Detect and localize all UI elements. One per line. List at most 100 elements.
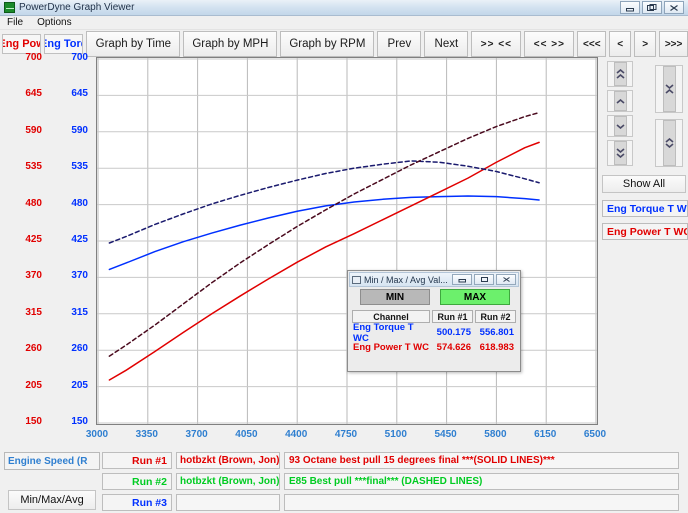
chart-series — [108, 111, 540, 381]
min-max-avg-button[interactable]: Min/Max/Avg — [8, 490, 96, 510]
menu-item-options[interactable]: Options — [37, 17, 72, 28]
step-right-button[interactable]: > — [634, 31, 657, 57]
axis-tick-label: 260 — [71, 343, 88, 355]
run1-name[interactable]: hotbzkt (Brown, Jon) — [176, 452, 280, 469]
jump-left-button[interactable]: <<< — [577, 31, 607, 57]
axis-tick-label: 590 — [25, 124, 42, 136]
axis-tick-label: 5800 — [484, 429, 507, 440]
axis-tick-label: 4050 — [235, 429, 258, 440]
restore-icon[interactable] — [642, 1, 662, 14]
close-icon[interactable] — [664, 1, 684, 14]
dialog-minimize-icon[interactable] — [452, 274, 472, 285]
run2-note[interactable]: E85 Best pull ***final*** (DASHED LINES) — [284, 473, 679, 490]
table-header-row: Channel Run #1 Run #2 — [352, 310, 518, 323]
scroll-up-single-button[interactable] — [607, 90, 633, 112]
run3-note[interactable] — [284, 494, 679, 511]
axis-tick-label: 6150 — [534, 429, 557, 440]
axis-tick-label: 150 — [71, 416, 88, 427]
graph-by-rpm-button[interactable]: Graph by RPM — [280, 31, 375, 57]
axis-tick-label: 425 — [25, 234, 42, 245]
jump-right-button[interactable]: >>> — [659, 31, 688, 57]
axis-tick-label: 5450 — [434, 429, 457, 440]
axis-tick-label: 480 — [71, 197, 88, 209]
bottom-panel: Engine Speed (R Min/Max/Avg Run #1 hotbz… — [0, 450, 688, 513]
dialog-titlebar: Min / Max / Avg Val... — [349, 272, 519, 287]
step-left-button[interactable]: < — [609, 31, 632, 57]
zoom-out-vertical-button[interactable] — [655, 119, 683, 167]
minimize-icon[interactable] — [620, 1, 640, 14]
scroll-down-single-button[interactable] — [607, 115, 633, 137]
y-axis-power-ticks: 700 645 590 535 480 425 370 315 260 205 150 — [2, 52, 46, 427]
legend-eng-torque[interactable]: Eng Torque T WC — [602, 200, 688, 217]
cell-run1-value: 500.175 — [436, 327, 471, 338]
toolbar: Eng Pow Eng Torq Graph by Time Graph by … — [0, 30, 688, 58]
menu-item-file[interactable]: File — [7, 17, 24, 28]
run2-label[interactable]: Run #2 — [102, 473, 172, 490]
axis-tick-label: 4750 — [334, 429, 358, 440]
y-axis-torque-ticks: 700 645 590 535 480 425 370 315 260 205 150 — [48, 52, 92, 427]
zoom-in-horizontal-button[interactable]: >> << — [471, 31, 522, 57]
cell-channel-name: Eng Torque T WC — [353, 321, 414, 344]
app-icon — [4, 2, 15, 13]
zoom-out-horizontal-button[interactable]: << >> — [524, 31, 575, 57]
list-item: Run #1 hotbzkt (Brown, Jon) 93 Octane be… — [102, 452, 679, 469]
axis-tick-label: 3700 — [185, 429, 208, 440]
chevron-down-up-icon — [662, 66, 676, 112]
axis-tick-label: 645 — [71, 88, 88, 100]
axis-tick-label: 3000 — [85, 429, 109, 440]
axis-tick-label: 6500 — [583, 429, 607, 440]
chevron-down-double-icon — [613, 141, 627, 165]
chevron-down-icon — [613, 116, 627, 136]
legend-eng-power[interactable]: Eng Power T WC — [602, 223, 688, 240]
next-button[interactable]: Next — [424, 31, 469, 57]
prev-button[interactable]: Prev — [377, 31, 422, 57]
dialog-values-table: Channel Run #1 Run #2 Eng Torque T WC 50… — [352, 310, 518, 353]
menu-bar: File Options — [0, 16, 688, 30]
cell-run2-value: 618.983 — [479, 342, 514, 353]
run3-label[interactable]: Run #3 — [102, 494, 172, 511]
axis-tick-label: 370 — [71, 270, 88, 282]
run1-label[interactable]: Run #1 — [102, 452, 172, 469]
show-all-button[interactable]: Show All — [602, 175, 686, 193]
zoom-in-vertical-button[interactable] — [655, 65, 683, 113]
run3-name[interactable] — [176, 494, 280, 511]
scroll-up-double-button[interactable] — [607, 61, 633, 87]
axis-tick-label: 150 — [25, 416, 42, 427]
axis-tick-label: 260 — [25, 343, 42, 355]
axis-tick-label: 590 — [71, 124, 88, 136]
chart-line-0 — [108, 195, 540, 271]
axis-select-power[interactable]: Eng Pow — [2, 34, 42, 54]
max-button[interactable]: MAX — [440, 289, 510, 305]
min-max-avg-dialog[interactable]: Min / Max / Avg Val... MIN MAX Channel R… — [347, 270, 521, 372]
scroll-down-double-button[interactable] — [607, 140, 633, 166]
column-header-run1: Run #1 — [432, 310, 473, 323]
axis-tick-label: 315 — [71, 306, 88, 318]
x-axis-ticks: 3000 3350 3700 4050 4400 4750 5100 5450 5800 6150… — [86, 429, 606, 443]
graph-by-time-button[interactable]: Graph by Time — [86, 31, 181, 57]
chevron-up-double-icon — [613, 62, 627, 86]
window-controls — [620, 1, 686, 14]
axis-tick-label: 4400 — [285, 429, 308, 440]
axis-tick-label: 700 — [25, 52, 42, 63]
column-header-channel: Channel — [352, 310, 430, 323]
graph-by-mph-button[interactable]: Graph by MPH — [183, 31, 278, 57]
chart-line-3 — [108, 111, 540, 357]
chevron-up-icon — [613, 91, 627, 111]
axis-tick-label: 480 — [25, 197, 42, 209]
run2-name[interactable]: hotbzkt (Brown, Jon) — [176, 473, 280, 490]
min-button[interactable]: MIN — [360, 289, 430, 305]
dialog-mode-toggle: MIN MAX — [348, 289, 522, 307]
list-item: Run #2 hotbzkt (Brown, Jon) E85 Best pul… — [102, 473, 679, 490]
dialog-restore-icon[interactable] — [474, 274, 494, 285]
axis-select-torque[interactable]: Eng Torq — [44, 34, 84, 54]
x-axis-label-button[interactable]: Engine Speed (R — [4, 452, 100, 470]
dialog-close-icon[interactable] — [496, 274, 516, 285]
run1-note[interactable]: 93 Octane best pull 15 degrees final ***… — [284, 452, 679, 469]
axis-tick-label: 3350 — [135, 429, 158, 440]
list-item: Run #3 — [102, 494, 679, 511]
axis-tick-label: 645 — [25, 88, 42, 100]
column-header-run2: Run #2 — [475, 310, 516, 323]
table-row: Eng Power T WC 574.626 618.983 — [352, 342, 518, 353]
cell-channel-name: Eng Power T WC — [353, 342, 429, 353]
axis-tick-label: 700 — [71, 52, 88, 63]
